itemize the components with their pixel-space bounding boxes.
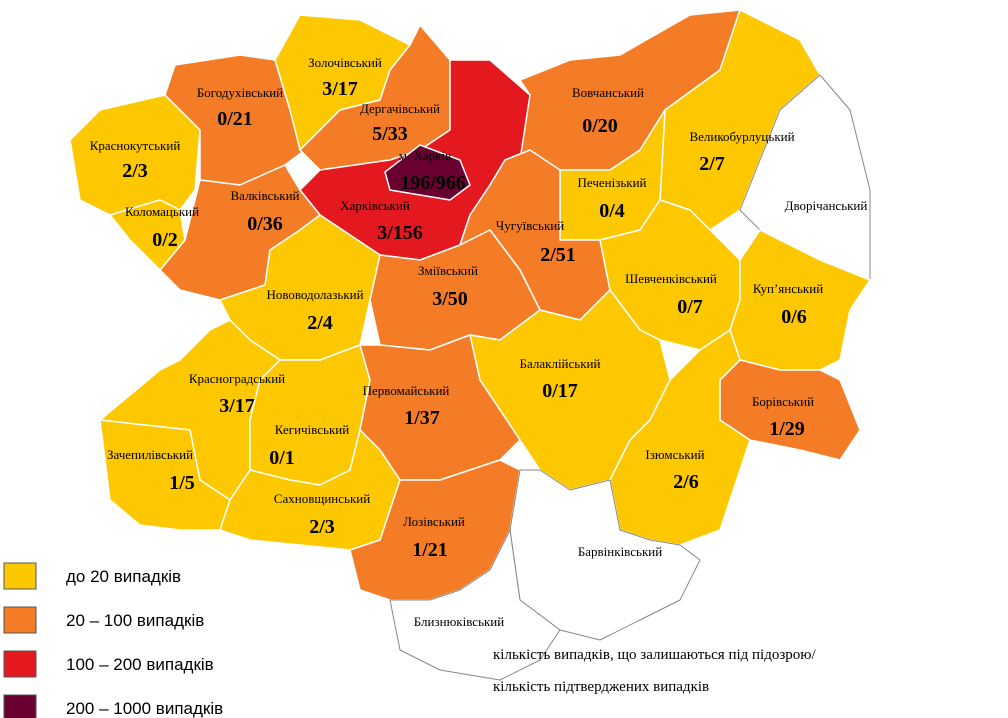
region-name: Нововодолазький xyxy=(266,287,363,302)
region-name: Валківський xyxy=(231,188,300,203)
region-name: Дворічанський xyxy=(785,198,868,213)
region-name: Коломацький xyxy=(125,204,199,219)
region-name: Чугуївський xyxy=(496,218,564,233)
legend-swatch xyxy=(3,694,37,718)
region-value: 5/33 xyxy=(372,123,408,145)
region-value: 3/17 xyxy=(219,395,255,417)
region-name: Печенізький xyxy=(577,175,646,190)
region-value: 3/156 xyxy=(377,222,423,244)
region-name: Зміївський xyxy=(418,263,478,278)
legend-label: 200 – 1000 випадків xyxy=(66,699,223,718)
legend-swatch xyxy=(3,650,37,678)
region-name: Дергачівський xyxy=(360,101,440,116)
region-name: Зачепилівський xyxy=(107,447,193,462)
region-value: 1/21 xyxy=(412,539,448,561)
note-text: кількість випадків, що залишаються під п… xyxy=(493,647,816,663)
region-name: Шевченківський xyxy=(625,271,717,286)
region xyxy=(69,94,201,216)
region-name: Первомайський xyxy=(363,383,450,398)
region-name: Ізюмський xyxy=(645,447,704,462)
region-value: 0/7 xyxy=(677,296,703,318)
region-value: 2/3 xyxy=(309,516,335,538)
region-value: 1/37 xyxy=(404,407,440,429)
region-value: 2/51 xyxy=(540,244,576,266)
region-name: Сахновщинський xyxy=(274,491,370,506)
legend-label: 20 – 100 випадків xyxy=(66,611,204,630)
region-value: 0/6 xyxy=(781,306,807,328)
region-value: 0/1 xyxy=(269,447,295,469)
region-name: Харківський xyxy=(340,198,410,213)
region-value: 2/4 xyxy=(307,312,333,334)
region-value: 2/6 xyxy=(673,471,699,493)
region-name: Лозівський xyxy=(403,514,465,529)
legend-swatch xyxy=(3,606,37,634)
region xyxy=(729,229,871,371)
region xyxy=(389,529,561,681)
region-name: Краснокутський xyxy=(90,138,181,153)
region-value: 2/3 xyxy=(122,160,148,182)
legend-label: до 20 випадків xyxy=(66,567,181,586)
region-name: Кегичівський xyxy=(275,422,349,437)
region-name: м. Харків xyxy=(399,148,451,163)
region-value: 0/17 xyxy=(542,380,578,402)
note-text: кількість підтверджених випадків xyxy=(493,679,709,695)
region-name: Борівський xyxy=(752,394,814,409)
region-name: Великобурлуцький xyxy=(689,129,794,144)
region-name: Балаклійський xyxy=(520,356,601,371)
region-name: Вовчанський xyxy=(572,85,644,100)
region xyxy=(659,9,821,231)
legend-label: 100 – 200 випадків xyxy=(66,655,214,674)
legend-swatch xyxy=(3,562,37,590)
region-name: Красноградський xyxy=(189,371,285,386)
region-value: 0/20 xyxy=(582,115,618,137)
region-name: Барвінківський xyxy=(578,544,662,559)
region-value: 1/29 xyxy=(769,418,805,440)
region-value: 0/4 xyxy=(599,200,625,222)
region-name: Богодухівський xyxy=(197,85,283,100)
region-name: Золочівський xyxy=(308,55,382,70)
region-value: 1/5 xyxy=(169,472,195,494)
region-value: 0/2 xyxy=(152,229,178,251)
region-value: 196/966 xyxy=(400,172,466,194)
region-name: Куп’янський xyxy=(753,281,823,296)
region-value: 3/50 xyxy=(432,288,468,310)
region xyxy=(384,144,471,201)
region-name: Близнюківський xyxy=(414,614,505,629)
region-value: 2/7 xyxy=(699,153,725,175)
region-value: 3/17 xyxy=(322,78,358,100)
region-value: 0/36 xyxy=(247,213,283,235)
region xyxy=(109,199,186,271)
region-value: 0/21 xyxy=(217,108,253,130)
